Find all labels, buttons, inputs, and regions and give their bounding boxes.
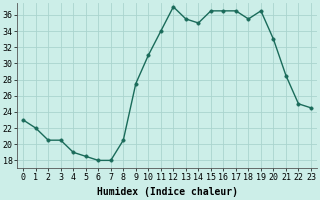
X-axis label: Humidex (Indice chaleur): Humidex (Indice chaleur) xyxy=(97,187,237,197)
